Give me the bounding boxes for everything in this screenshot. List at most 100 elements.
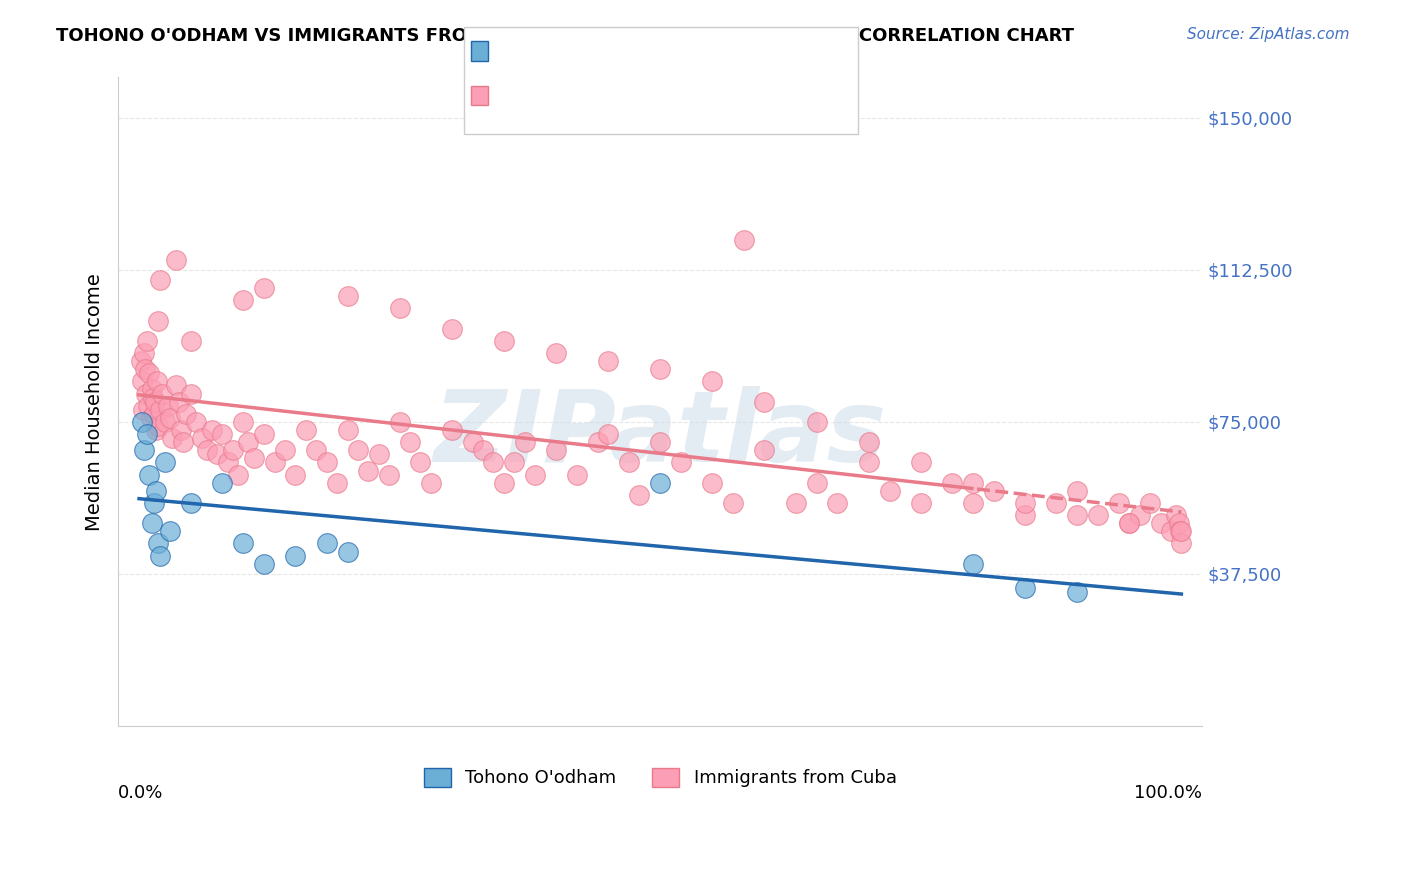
Point xyxy=(388,301,411,316)
Point xyxy=(650,435,672,450)
Point xyxy=(858,455,880,469)
Text: -0.124: -0.124 xyxy=(569,85,628,103)
Point xyxy=(180,334,202,348)
Point xyxy=(274,443,297,458)
Point xyxy=(1168,524,1191,539)
Point xyxy=(472,443,495,458)
Point xyxy=(138,467,160,482)
Point xyxy=(1066,585,1088,599)
Point xyxy=(941,475,963,490)
Point xyxy=(827,496,849,510)
Text: 22: 22 xyxy=(738,40,762,58)
Point xyxy=(702,375,724,389)
Text: -0.608: -0.608 xyxy=(569,40,628,58)
Point xyxy=(295,423,318,437)
Point xyxy=(399,435,422,450)
FancyBboxPatch shape xyxy=(484,37,543,75)
Point xyxy=(419,475,441,490)
Text: Source: ZipAtlas.com: Source: ZipAtlas.com xyxy=(1187,27,1350,42)
Point xyxy=(142,496,165,510)
Text: -0.124: -0.124 xyxy=(613,96,673,114)
Point xyxy=(785,496,807,510)
Point xyxy=(754,394,776,409)
Point xyxy=(232,415,254,429)
Point xyxy=(211,427,233,442)
Point xyxy=(159,410,181,425)
Point xyxy=(650,475,672,490)
Point xyxy=(544,443,567,458)
Point xyxy=(962,557,984,571)
Point xyxy=(409,455,432,469)
Point xyxy=(492,475,515,490)
Point xyxy=(131,375,153,389)
Point xyxy=(806,475,828,490)
Point xyxy=(524,467,547,482)
Point xyxy=(146,536,169,550)
Point xyxy=(226,467,249,482)
Point xyxy=(284,549,307,563)
Point xyxy=(153,415,176,429)
Point xyxy=(141,383,163,397)
Point xyxy=(150,386,173,401)
Point xyxy=(242,451,264,466)
Point xyxy=(1118,516,1140,531)
Point xyxy=(492,334,515,348)
Point xyxy=(702,475,724,490)
Point xyxy=(1149,516,1171,531)
Text: 100.0%: 100.0% xyxy=(1135,784,1202,802)
Point xyxy=(149,402,172,417)
Point xyxy=(170,423,193,437)
Point xyxy=(910,455,932,469)
Point xyxy=(336,544,359,558)
Point xyxy=(596,427,619,442)
Point xyxy=(232,293,254,308)
Point xyxy=(315,536,337,550)
Text: R =: R = xyxy=(492,40,529,58)
Point xyxy=(253,557,276,571)
Point xyxy=(910,496,932,510)
Point xyxy=(141,516,163,531)
Point xyxy=(180,386,202,401)
Point xyxy=(143,394,166,409)
Point xyxy=(138,399,160,413)
Point xyxy=(142,407,165,421)
Point xyxy=(440,423,463,437)
Point xyxy=(149,549,172,563)
Point xyxy=(357,463,380,477)
Point xyxy=(733,233,755,247)
Point xyxy=(336,423,359,437)
Point xyxy=(132,402,155,417)
Point xyxy=(134,346,156,360)
Text: N =: N = xyxy=(709,46,745,64)
Point xyxy=(305,443,328,458)
Point xyxy=(388,415,411,429)
Point xyxy=(1168,516,1191,531)
Point xyxy=(440,321,463,335)
Text: R =: R = xyxy=(492,85,529,103)
Point xyxy=(650,362,672,376)
Point xyxy=(347,443,370,458)
Point xyxy=(1170,524,1192,539)
Point xyxy=(617,455,640,469)
Point xyxy=(153,455,176,469)
Point xyxy=(586,435,609,450)
Point xyxy=(326,475,349,490)
Point xyxy=(1014,496,1036,510)
FancyBboxPatch shape xyxy=(484,86,543,123)
Point xyxy=(253,427,276,442)
Point xyxy=(135,386,157,401)
Point xyxy=(162,431,184,445)
Point xyxy=(131,415,153,429)
Point xyxy=(145,483,167,498)
Text: 124: 124 xyxy=(738,85,773,103)
Point xyxy=(721,496,744,510)
Point xyxy=(1014,581,1036,595)
Point xyxy=(628,488,651,502)
Point xyxy=(159,524,181,539)
Text: N =: N = xyxy=(682,85,718,103)
Point xyxy=(336,289,359,303)
Text: R =: R = xyxy=(562,46,599,64)
Point xyxy=(174,407,197,421)
Point xyxy=(167,394,190,409)
Point xyxy=(596,354,619,368)
